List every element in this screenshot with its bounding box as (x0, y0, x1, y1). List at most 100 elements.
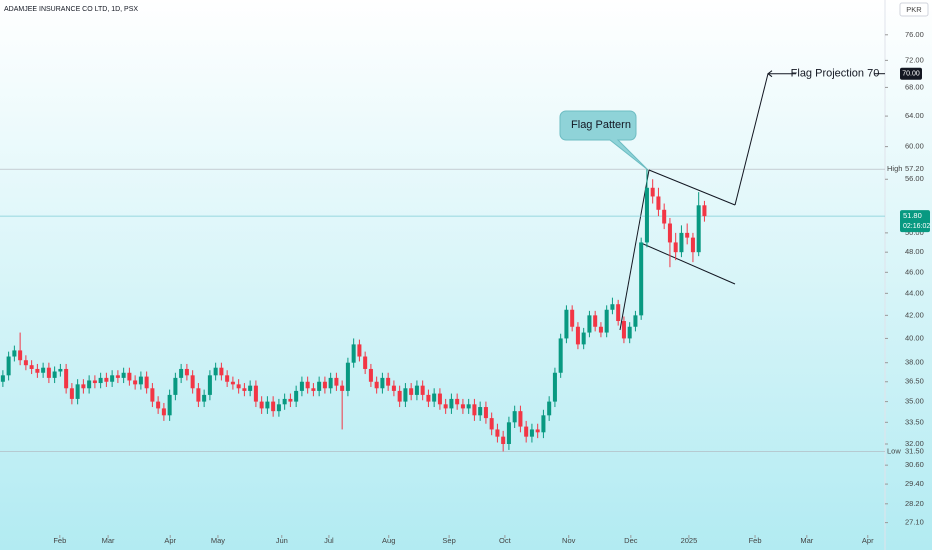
candle-body (426, 394, 431, 402)
y-tick-label: 50.00 (905, 228, 924, 237)
y-tick-label: 48.00 (905, 247, 924, 256)
y-tick-label: 35.00 (905, 397, 924, 406)
reference-name: High (887, 164, 902, 173)
candle-body (98, 377, 103, 384)
candle-body (81, 384, 86, 389)
candle-body (23, 360, 28, 366)
candle-body (633, 315, 638, 327)
candle-body (334, 377, 339, 386)
reference-value: 57.20 (905, 164, 924, 173)
candle-body (288, 398, 293, 402)
candle-body (87, 380, 92, 389)
candle-body (121, 372, 126, 378)
candle-body (690, 237, 695, 253)
candle-body (351, 344, 356, 363)
candle-body (69, 388, 74, 399)
projection-text: Flag Projection 70 (791, 68, 880, 80)
candle-body (35, 368, 40, 373)
candle-body (179, 368, 184, 378)
target-label: 70.00 (902, 71, 920, 78)
candle-body (230, 381, 235, 385)
y-tick-label: 40.00 (905, 333, 924, 342)
candle-body (184, 368, 189, 376)
candle-body (225, 375, 230, 382)
candle-body (75, 384, 80, 399)
candle-body (322, 381, 327, 389)
candle-body (420, 385, 425, 395)
candle-body (437, 393, 442, 405)
candle-body (161, 408, 166, 416)
y-tick-label: 72.00 (905, 55, 924, 64)
last-price-label: 51.80 (903, 211, 922, 220)
candle-body (397, 390, 402, 402)
candle-body (524, 426, 529, 437)
candle-body (305, 381, 310, 389)
candle-body (207, 375, 212, 395)
callout-text: Flag Pattern (571, 119, 631, 131)
candle-body (46, 367, 51, 378)
callout (559, 110, 649, 171)
candle-body (662, 209, 667, 224)
candle-body (253, 385, 258, 402)
candle-body (621, 321, 626, 339)
candle-body (564, 309, 569, 339)
candle-body (248, 385, 253, 391)
candle-body (386, 377, 391, 386)
candle-body (41, 367, 46, 373)
candle-body (587, 315, 592, 333)
candle-body (317, 381, 322, 391)
candle-body (639, 242, 644, 316)
candle-body (219, 367, 224, 376)
candle-body (374, 381, 379, 389)
y-tick-label: 42.00 (905, 310, 924, 319)
x-tick-label: 2025 (681, 536, 698, 545)
target-label-box (900, 67, 922, 80)
candle-body (403, 388, 408, 402)
candle-body (52, 371, 57, 378)
reference-value: 31.50 (905, 446, 924, 455)
y-tick-label: 27.10 (905, 518, 924, 527)
y-tick-label: 29.40 (905, 479, 924, 488)
candle-body (259, 401, 264, 409)
candle-body (644, 187, 649, 243)
candle-body (127, 372, 132, 381)
candle-body (138, 376, 143, 385)
x-tick-label: Sep (442, 536, 455, 545)
candle-body (64, 368, 69, 389)
candle-body (702, 205, 707, 217)
x-tick-label: Oct (499, 536, 512, 545)
candle-body (610, 304, 615, 310)
flag-pole (619, 169, 650, 331)
candle-body (173, 377, 178, 395)
candle-body (570, 309, 575, 327)
flag-drawing (619, 169, 736, 331)
candle-body (432, 393, 437, 402)
candle-body (598, 326, 603, 333)
x-tick-label: Feb (749, 536, 762, 545)
y-tick-label: 36.50 (905, 377, 924, 386)
candle-body (541, 415, 546, 433)
flag-upper (648, 169, 736, 206)
y-tick-label: 30.60 (905, 460, 924, 469)
candle-body (340, 385, 345, 391)
candle-body (667, 223, 672, 243)
candle-body (368, 368, 373, 382)
candle-body (92, 380, 97, 384)
x-tick-label: Aug (382, 536, 395, 545)
candle-body (282, 398, 287, 405)
candle-body (604, 309, 609, 333)
y-tick-label: 60.00 (905, 142, 924, 151)
candle-body (115, 375, 120, 378)
candle-body (242, 388, 247, 391)
candle-body (202, 394, 207, 402)
x-tick-label: Apr (862, 536, 874, 545)
candle-body (696, 205, 701, 253)
candle-body (443, 404, 448, 409)
candle-body (190, 375, 195, 389)
x-tick-label: May (211, 536, 225, 545)
candle-body (535, 429, 540, 433)
candle-body (478, 407, 483, 416)
candle-body (144, 376, 149, 389)
currency-box (899, 2, 929, 17)
